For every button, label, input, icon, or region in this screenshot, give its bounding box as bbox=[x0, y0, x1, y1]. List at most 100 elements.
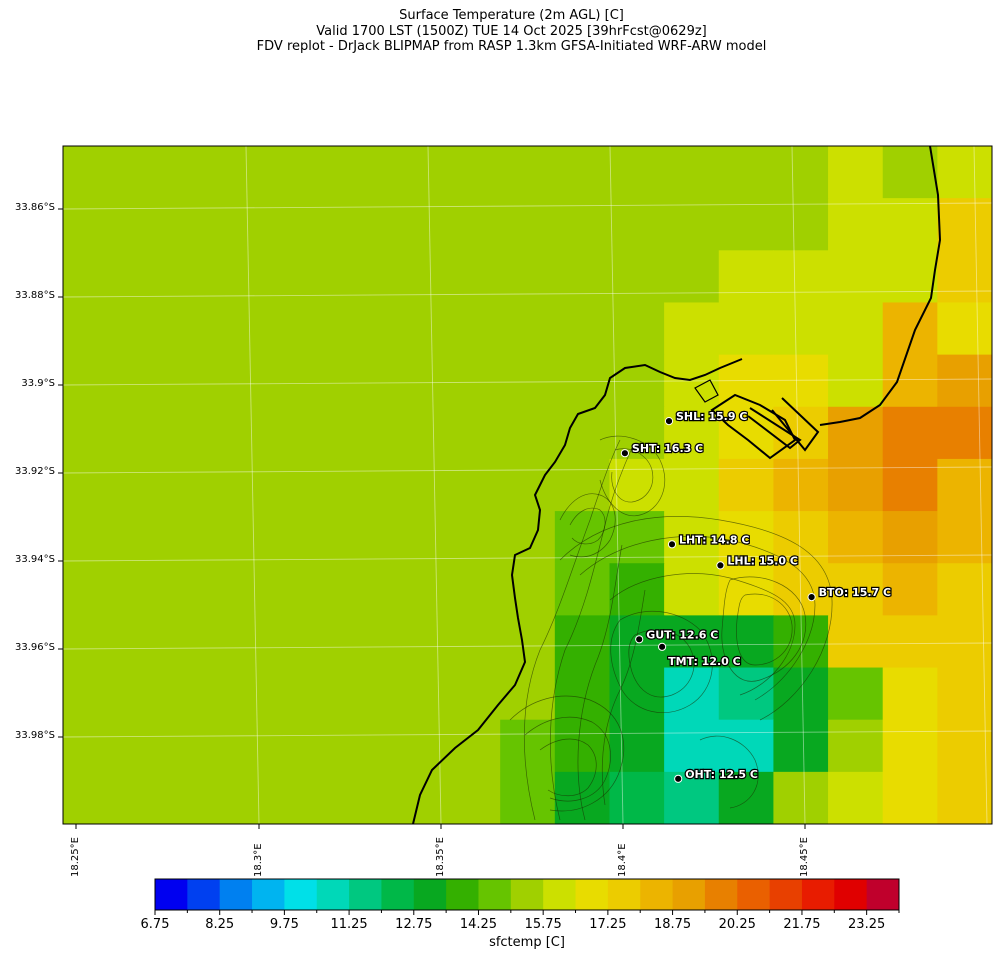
field-cell bbox=[226, 719, 283, 773]
station-marker-lht[interactable] bbox=[667, 540, 677, 549]
colorbar-swatch bbox=[866, 879, 900, 910]
field-cell bbox=[937, 198, 992, 251]
field-cell bbox=[445, 615, 501, 669]
field-cell bbox=[500, 250, 556, 304]
field-cell bbox=[226, 406, 283, 460]
field-cell bbox=[445, 511, 501, 564]
field-cell bbox=[828, 250, 884, 304]
field-cell bbox=[281, 719, 337, 773]
field-cell bbox=[500, 511, 556, 564]
field-cell bbox=[882, 667, 938, 721]
lon-ticks bbox=[75, 824, 806, 829]
colorbar bbox=[155, 879, 900, 910]
field-cell bbox=[445, 250, 501, 304]
field-cell bbox=[172, 771, 228, 824]
field-cell bbox=[336, 667, 392, 721]
lat-label: 33.9°S bbox=[21, 378, 55, 389]
lon-label: 18.4°E bbox=[617, 843, 628, 877]
field-cell bbox=[445, 458, 501, 512]
field-cell bbox=[882, 354, 938, 408]
station-marker-gut[interactable] bbox=[635, 635, 644, 644]
field-cell bbox=[226, 771, 283, 824]
station-label-lhl: LHL: 15.0 C bbox=[727, 554, 798, 567]
colorbar-swatch bbox=[381, 879, 415, 910]
colorbar-swatch bbox=[446, 879, 479, 910]
station-marker-sht[interactable] bbox=[620, 449, 630, 458]
field-cell bbox=[718, 719, 775, 773]
field-cell bbox=[554, 719, 611, 773]
field-cell bbox=[281, 667, 337, 721]
field-cell bbox=[937, 667, 992, 721]
field-cell bbox=[937, 511, 992, 564]
field-cell bbox=[336, 615, 392, 669]
field-cell bbox=[828, 354, 884, 408]
field-cell bbox=[390, 615, 447, 669]
field-cell bbox=[937, 250, 992, 304]
field-cell bbox=[390, 302, 447, 356]
field-cell bbox=[828, 511, 884, 564]
field-cell bbox=[718, 615, 775, 669]
field-cell bbox=[390, 354, 447, 408]
field-cell bbox=[390, 406, 447, 460]
field-cell bbox=[390, 458, 447, 512]
field-cell bbox=[63, 146, 119, 199]
field-cell bbox=[172, 615, 228, 669]
field-cell bbox=[718, 302, 775, 356]
field-cell bbox=[718, 563, 775, 616]
field-cell bbox=[63, 458, 119, 512]
station-marker-bto[interactable] bbox=[807, 593, 816, 602]
field-cell bbox=[500, 354, 556, 408]
field-cell bbox=[773, 354, 829, 408]
colorbar-swatch bbox=[478, 879, 512, 910]
field-cell bbox=[609, 458, 665, 512]
colorbar-swatch bbox=[155, 879, 188, 910]
field-cell bbox=[828, 302, 884, 356]
field-cell bbox=[336, 511, 392, 564]
field-cell bbox=[828, 458, 884, 512]
field-cell bbox=[882, 302, 938, 356]
station-marker-lhl[interactable] bbox=[716, 561, 725, 570]
station-marker-tmt[interactable] bbox=[658, 642, 667, 651]
field-cell bbox=[63, 563, 119, 616]
field-cell bbox=[609, 406, 665, 460]
field-cell bbox=[226, 615, 283, 669]
field-cell bbox=[117, 771, 173, 824]
terrain-contours bbox=[509, 435, 833, 821]
field-cell bbox=[828, 198, 884, 251]
field-cell bbox=[390, 563, 447, 616]
field-cell bbox=[609, 354, 665, 408]
field-cell bbox=[937, 458, 992, 512]
field-cell bbox=[117, 354, 173, 408]
station-marker-oht[interactable] bbox=[674, 774, 683, 783]
lat-label: 33.96°S bbox=[15, 642, 55, 653]
field-cell bbox=[718, 667, 775, 721]
field-cell bbox=[664, 771, 720, 824]
field-cell bbox=[773, 198, 829, 251]
colorbar-swatch bbox=[769, 879, 803, 910]
field-cell bbox=[172, 146, 228, 199]
field-cell bbox=[500, 146, 556, 199]
colorbar-swatch bbox=[252, 879, 285, 910]
station-label-tmt: TMT: 12.0 C bbox=[668, 655, 741, 668]
colorbar-swatch bbox=[801, 879, 835, 910]
field-cell bbox=[226, 458, 283, 512]
field-cell bbox=[226, 511, 283, 564]
field-cell bbox=[773, 771, 829, 824]
field-cell bbox=[336, 198, 392, 251]
field-cell bbox=[554, 198, 611, 251]
colorbar-swatch bbox=[543, 879, 577, 910]
field-cell bbox=[937, 719, 992, 773]
colorbar-title: sfctemp [C] bbox=[489, 935, 565, 950]
colorbar-ticks bbox=[154, 910, 900, 915]
field-cell bbox=[664, 302, 720, 356]
colorbar-label: 17.25 bbox=[589, 917, 627, 932]
colorbar-swatch bbox=[607, 879, 641, 910]
station-marker-shl[interactable] bbox=[664, 417, 674, 426]
field-cell bbox=[773, 250, 829, 304]
map-title: Surface Temperature (2m AGL) [C] Valid 1… bbox=[0, 8, 1001, 55]
field-cell bbox=[773, 719, 829, 773]
colorbar-swatch bbox=[510, 879, 544, 910]
field-cell bbox=[336, 719, 392, 773]
field-cell bbox=[609, 719, 665, 773]
field-cell bbox=[172, 198, 228, 251]
